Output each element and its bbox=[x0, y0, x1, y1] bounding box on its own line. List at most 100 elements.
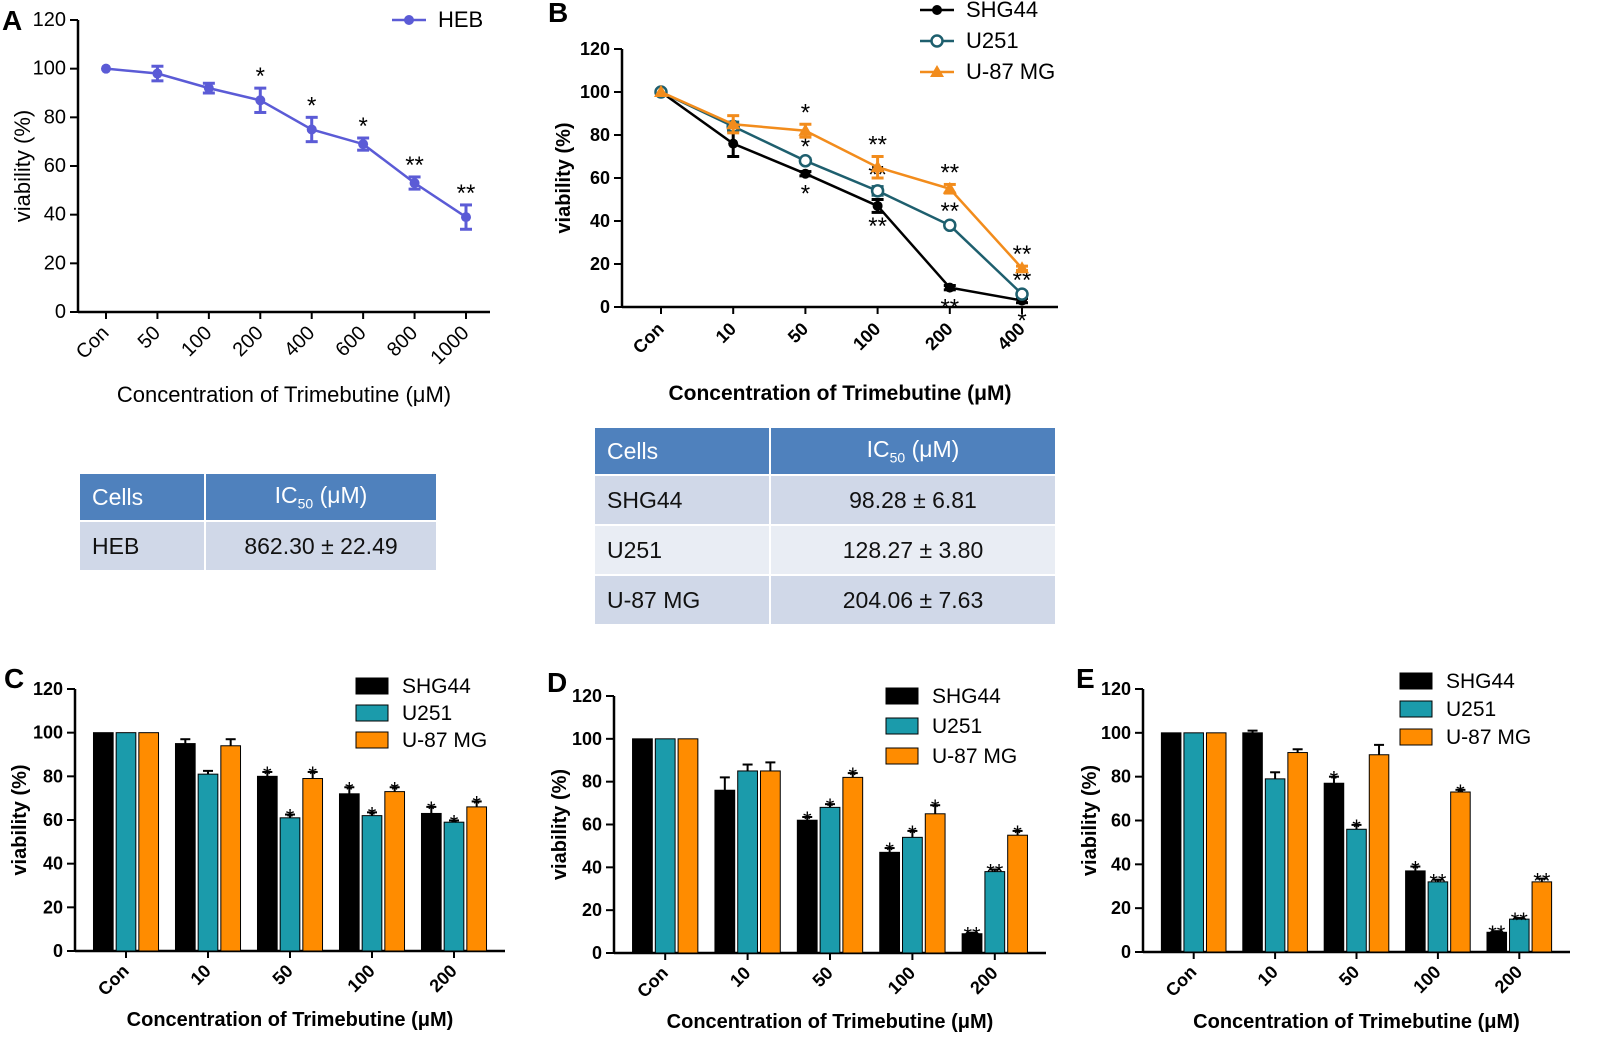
bar bbox=[819, 806, 841, 954]
significance-mark: ** bbox=[1511, 908, 1529, 933]
y-axis-label: viability (%) bbox=[549, 769, 571, 880]
significance-mark: * bbox=[368, 802, 377, 827]
legend: SHG44 U251 U-87 MG bbox=[920, 0, 1055, 84]
y-tick-label: 0 bbox=[600, 297, 610, 317]
cell-ic50: 204.06 ± 7.63 bbox=[769, 574, 1057, 626]
y-axis-label: viability (%) bbox=[1079, 765, 1101, 876]
significance-mark: ** bbox=[940, 159, 959, 186]
significance-mark: * bbox=[1411, 857, 1420, 882]
y-tick-label: 20 bbox=[582, 900, 602, 920]
significance-mark: ** bbox=[940, 295, 959, 322]
x-tick-label: 50 bbox=[269, 961, 297, 989]
x-tick-label: 200 bbox=[229, 322, 268, 361]
y-tick-label: 0 bbox=[53, 941, 63, 961]
table-row: U251 128.27 ± 3.80 bbox=[593, 524, 1057, 576]
bar bbox=[302, 778, 324, 952]
legend-label: U-87 MG bbox=[932, 745, 1017, 768]
legend-label: U-87 MG bbox=[966, 59, 1055, 84]
legend-label: SHG44 bbox=[966, 0, 1038, 22]
x-tick-label: 800 bbox=[383, 322, 422, 361]
series-line bbox=[105, 67, 467, 219]
x-tick-label: 200 bbox=[921, 319, 956, 354]
x-axis-label: Concentration of Trimebutine (μM) bbox=[127, 1009, 454, 1031]
y-tick-label: 20 bbox=[1111, 898, 1131, 918]
legend-label: HEB bbox=[438, 7, 483, 32]
bar bbox=[1323, 782, 1345, 953]
data-point bbox=[870, 160, 885, 173]
x-axis-label: Concentration of Trimebutine (μM) bbox=[117, 382, 451, 407]
bar bbox=[796, 819, 818, 954]
y-tick-label: 120 bbox=[580, 39, 610, 59]
y-tick-label: 40 bbox=[1111, 854, 1131, 874]
bar bbox=[361, 815, 383, 952]
y-tick-label: 100 bbox=[580, 82, 610, 102]
col-header-cells: Cells bbox=[593, 426, 771, 476]
legend-label: SHG44 bbox=[402, 675, 471, 698]
series-line bbox=[660, 90, 1023, 296]
significance-mark: ** bbox=[405, 152, 424, 179]
legend: HEB bbox=[392, 7, 483, 32]
legend-swatch bbox=[355, 677, 389, 695]
y-tick-label: 60 bbox=[43, 810, 63, 830]
table-row: U-87 MG 204.06 ± 7.63 bbox=[593, 574, 1057, 626]
data-point bbox=[306, 124, 317, 135]
legend-label: U251 bbox=[1446, 698, 1496, 721]
chart-a: 0 20 40 60 80 100 120 viability (%) Con 50 100 200 4… bbox=[10, 7, 490, 407]
data-point bbox=[942, 181, 957, 194]
col-header-cells: Cells bbox=[78, 472, 206, 522]
significance-mark: * bbox=[801, 181, 810, 208]
x-axis-label: Concentration of Trimebutine (μM) bbox=[1193, 1011, 1520, 1033]
x-tick-label: Con bbox=[633, 963, 672, 1002]
legend-swatch bbox=[355, 704, 389, 722]
significance-mark: * bbox=[1352, 815, 1361, 840]
bar bbox=[632, 738, 653, 954]
data-point bbox=[728, 138, 739, 149]
x-tick-label: 50 bbox=[1335, 962, 1363, 990]
ic50-table-heb: Cells IC50 (μM) HEB 862.30 ± 22.49 bbox=[78, 472, 438, 572]
panel-label-d: D bbox=[547, 667, 567, 698]
data-point bbox=[872, 200, 883, 211]
panel-label-e: E bbox=[1076, 663, 1095, 694]
y-axis-label: viability (%) bbox=[553, 122, 575, 233]
data-point bbox=[800, 168, 811, 179]
y-tick-label: 60 bbox=[1111, 811, 1131, 831]
bar bbox=[115, 732, 137, 952]
legend-swatch bbox=[885, 717, 919, 735]
bar bbox=[924, 813, 946, 954]
y-tick-label: 100 bbox=[572, 729, 602, 749]
bar bbox=[1160, 732, 1182, 953]
legend: SHG44 U251 U-87 MG bbox=[885, 685, 1017, 768]
legend-label: SHG44 bbox=[1446, 670, 1515, 693]
bar bbox=[1287, 752, 1308, 953]
bar bbox=[1007, 834, 1028, 954]
cell-ic50: 98.28 ± 6.81 bbox=[769, 474, 1057, 526]
bar bbox=[420, 812, 442, 952]
y-tick-label: 40 bbox=[44, 204, 66, 226]
y-tick-label: 20 bbox=[44, 252, 66, 274]
cell-ic50: 862.30 ± 22.49 bbox=[204, 520, 438, 572]
x-axis-label: Concentration of Trimebutine (μM) bbox=[667, 1011, 994, 1033]
data-point bbox=[101, 63, 111, 74]
data-point bbox=[798, 123, 813, 136]
significance-mark: ** bbox=[1429, 870, 1447, 895]
x-axis-label: Concentration of Trimebutine (μM) bbox=[668, 382, 1011, 405]
data-point bbox=[798, 154, 813, 168]
x-tick-label: Con bbox=[629, 319, 668, 358]
legend-label: U-87 MG bbox=[402, 729, 487, 752]
chart-e: 0 20 40 60 80 100 120 viability (%) Con 10 50 100 20… bbox=[1079, 670, 1570, 1033]
significance-mark: ** bbox=[986, 859, 1004, 884]
y-tick-label: 80 bbox=[44, 106, 66, 128]
x-tick-label: 100 bbox=[177, 322, 216, 361]
data-point bbox=[203, 83, 214, 94]
significance-mark: ** bbox=[868, 132, 887, 159]
bar bbox=[1368, 754, 1390, 953]
significance-mark: * bbox=[286, 805, 295, 830]
legend-label: U-87 MG bbox=[1446, 726, 1531, 749]
significance-mark: * bbox=[450, 810, 459, 835]
x-tick-label: 10 bbox=[1254, 962, 1282, 990]
x-tick-label: 50 bbox=[134, 322, 165, 353]
y-tick-label: 0 bbox=[1121, 942, 1131, 962]
x-tick-label: 200 bbox=[1491, 962, 1526, 997]
bar bbox=[737, 770, 758, 954]
x-tick-label: 10 bbox=[712, 319, 740, 347]
